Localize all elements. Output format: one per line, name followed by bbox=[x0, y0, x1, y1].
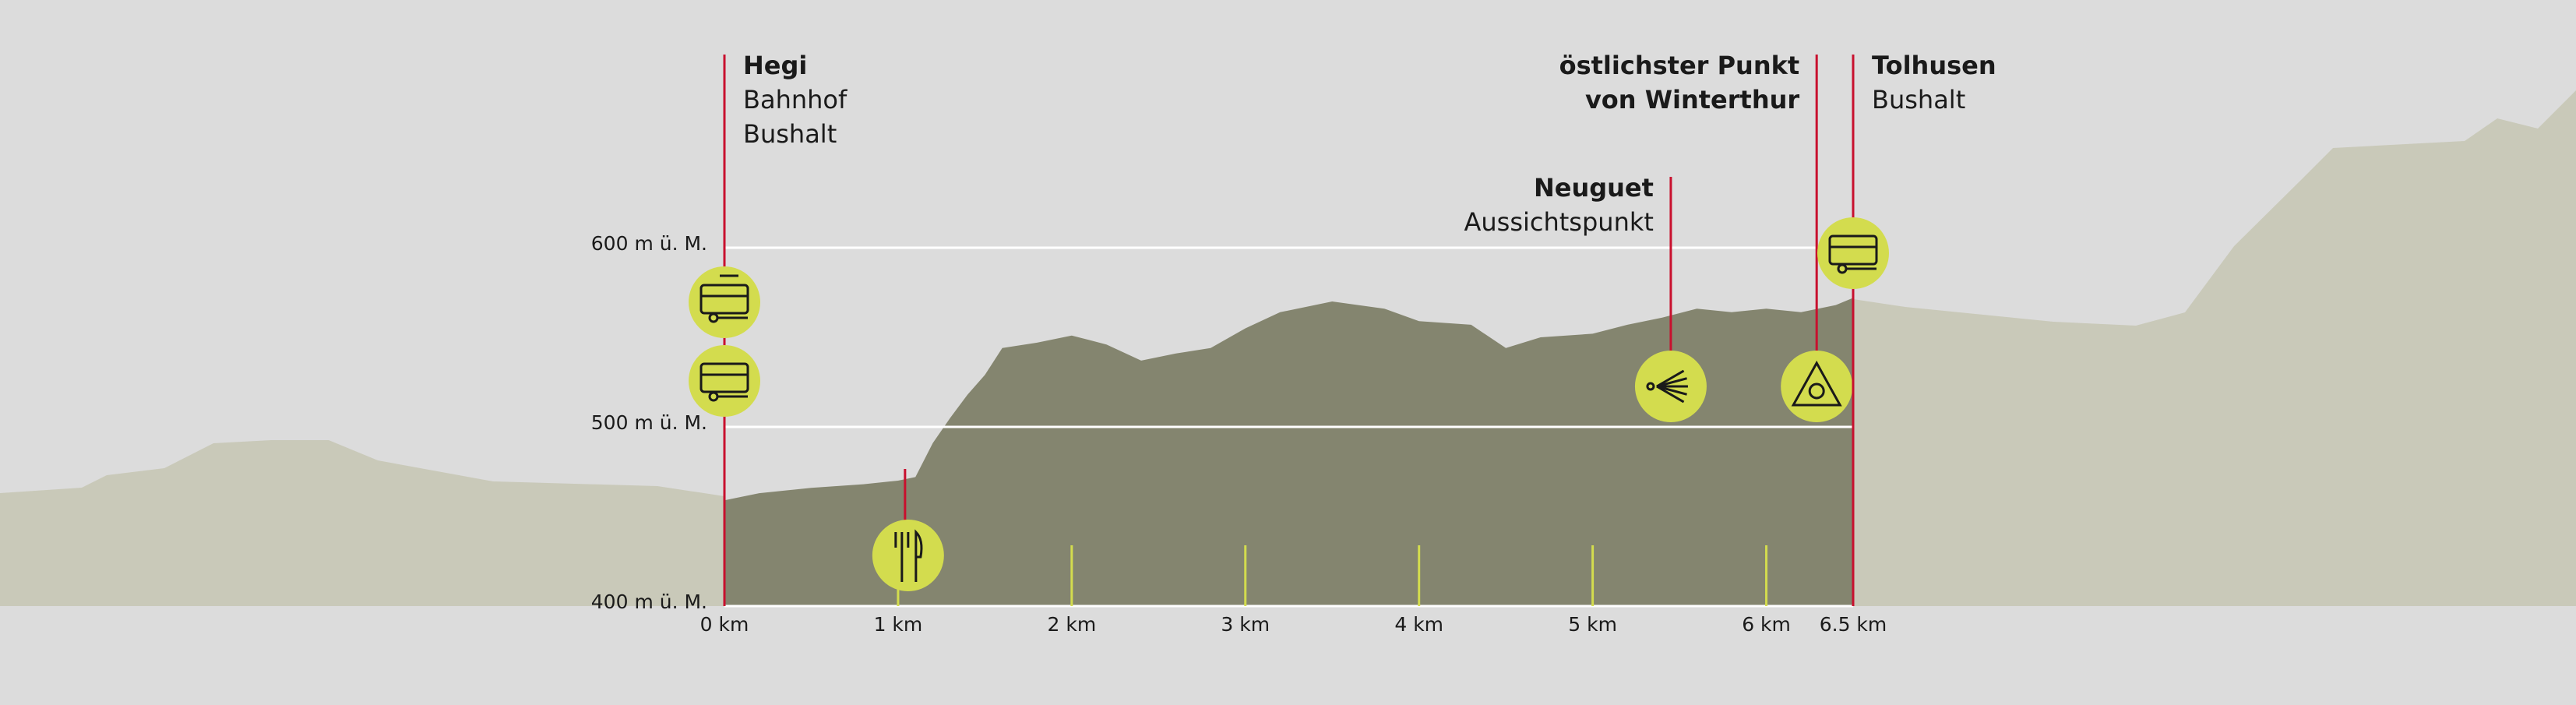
poi-icon bbox=[700, 274, 749, 323]
poi-title: Tolhusen bbox=[1872, 51, 1996, 80]
poi-title: östlichster Punkt bbox=[1559, 51, 1800, 80]
icon-part bbox=[1656, 369, 1685, 388]
x-tick-label: 4 km bbox=[1394, 613, 1443, 636]
poi-circle bbox=[872, 520, 944, 591]
icon-part bbox=[914, 529, 923, 582]
icon-part bbox=[1808, 382, 1825, 400]
poi-circle bbox=[1817, 217, 1889, 289]
poi-icon bbox=[700, 362, 749, 402]
icon-part bbox=[1837, 263, 1848, 274]
icon-part bbox=[1656, 385, 1687, 396]
icon-part bbox=[700, 362, 749, 393]
poi-icon bbox=[894, 529, 923, 582]
poi-title: von Winterthur bbox=[1585, 85, 1799, 115]
x-tick-label: 0 km bbox=[700, 613, 749, 636]
poi-subtitle: Bushalt bbox=[743, 119, 837, 149]
poi-circle bbox=[689, 345, 760, 417]
x-tick-label: 5 km bbox=[1568, 613, 1617, 636]
y-tick-label: 400 m ü. M. bbox=[591, 590, 707, 613]
poi-icon bbox=[1828, 234, 1878, 274]
x-tick-label: 1 km bbox=[874, 613, 923, 636]
icon-part bbox=[700, 284, 749, 315]
poi-subtitle: Bushalt bbox=[1872, 85, 1965, 115]
poi-circle bbox=[689, 266, 760, 338]
y-tick-label: 500 m ü. M. bbox=[591, 411, 707, 434]
poi-icon bbox=[1791, 360, 1842, 407]
icon-part bbox=[1656, 377, 1687, 388]
icon-part bbox=[1791, 360, 1842, 407]
icon-part bbox=[708, 391, 719, 402]
y-tick-label: 600 m ü. M. bbox=[591, 232, 707, 255]
icon-part bbox=[1646, 382, 1655, 391]
poi-subtitle: Bahnhof bbox=[743, 85, 848, 115]
poi-title: Hegi bbox=[743, 51, 807, 80]
x-tick-label: 6 km bbox=[1742, 613, 1791, 636]
icon-part bbox=[1656, 385, 1685, 404]
x-tick-label: 3 km bbox=[1221, 613, 1270, 636]
x-tick-label: 2 km bbox=[1048, 613, 1097, 636]
x-tick-label: 6.5 km bbox=[1820, 613, 1887, 636]
surrounding-terrain bbox=[0, 90, 2576, 606]
elevation-profile bbox=[724, 298, 1853, 606]
icon-part bbox=[1828, 234, 1878, 266]
poi-icon bbox=[1646, 369, 1688, 404]
poi-subtitle: Aussichtspunkt bbox=[1464, 207, 1653, 237]
icon-part bbox=[708, 312, 719, 323]
poi-title: Neuguet bbox=[1534, 173, 1654, 203]
